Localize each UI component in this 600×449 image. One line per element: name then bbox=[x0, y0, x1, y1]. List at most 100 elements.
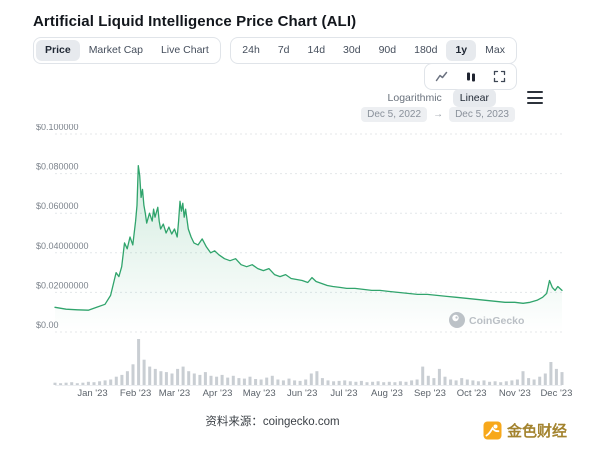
volume-bar bbox=[226, 377, 230, 385]
end-date[interactable]: Dec 5, 2023 bbox=[449, 107, 515, 122]
volume-bar bbox=[192, 373, 196, 385]
volume-bar bbox=[209, 375, 213, 385]
scale-logarithmic[interactable]: Logarithmic bbox=[387, 92, 442, 104]
volume-bar bbox=[504, 381, 508, 385]
range-24h[interactable]: 24h bbox=[233, 40, 269, 61]
y-axis-label: $0.04000000 bbox=[36, 241, 89, 251]
range-180d[interactable]: 180d bbox=[405, 40, 446, 61]
volume-bar bbox=[320, 378, 324, 385]
volume-bar bbox=[287, 378, 291, 385]
coingecko-watermark: CoinGecko bbox=[449, 312, 524, 328]
volume-bar bbox=[365, 382, 369, 385]
scale-linear[interactable]: Linear bbox=[452, 89, 496, 107]
fullscreen-icon[interactable] bbox=[485, 66, 514, 87]
x-axis-label: Apr '23 bbox=[203, 388, 233, 399]
volume-bar bbox=[164, 372, 168, 385]
x-axis-label: Jan '23 bbox=[77, 388, 107, 399]
volume-bar bbox=[521, 371, 525, 385]
price-chart[interactable]: $0.100000 $0.080000 $0.060000 $0.04000000 $0… bbox=[0, 124, 600, 404]
volume-bar bbox=[371, 381, 375, 385]
volume-bar bbox=[449, 379, 453, 385]
x-axis-label: Jun '23 bbox=[287, 388, 317, 399]
volume-bar bbox=[281, 380, 285, 385]
volume-bar bbox=[181, 366, 185, 385]
volume-bar bbox=[98, 381, 102, 385]
volume-bar bbox=[426, 375, 430, 385]
range-7d[interactable]: 7d bbox=[269, 40, 299, 61]
volume-bar bbox=[488, 381, 492, 385]
volume-bar bbox=[538, 376, 542, 385]
volume-bar bbox=[203, 372, 207, 385]
volume-bar bbox=[176, 368, 180, 385]
volume-bar bbox=[53, 382, 57, 385]
volume-bar bbox=[75, 383, 79, 385]
line-chart-icon[interactable] bbox=[427, 66, 456, 87]
volume-bar bbox=[137, 339, 141, 385]
x-axis-label: Mar '23 bbox=[159, 388, 190, 399]
golden-finance-icon bbox=[483, 421, 502, 440]
tab-live-chart[interactable]: Live Chart bbox=[152, 40, 218, 61]
volume-bar bbox=[248, 376, 252, 385]
volume-bar bbox=[532, 379, 536, 385]
volume-bar bbox=[332, 381, 336, 385]
scale-toggle: Logarithmic Linear bbox=[381, 89, 496, 107]
y-axis-label: $0.080000 bbox=[36, 162, 79, 172]
volume-bar bbox=[187, 371, 191, 385]
volume-bar bbox=[148, 366, 152, 385]
volume-bar bbox=[293, 380, 297, 385]
volume-bar bbox=[554, 368, 558, 385]
price-area bbox=[55, 165, 562, 332]
y-axis-label: $0.02000000 bbox=[36, 280, 89, 290]
volume-bar bbox=[493, 381, 497, 385]
y-axis-label: $0.00 bbox=[36, 320, 59, 330]
hamburger-menu-icon[interactable] bbox=[527, 91, 543, 104]
range-1y[interactable]: 1y bbox=[446, 40, 477, 61]
brand-logo: 金色财经 bbox=[483, 420, 567, 441]
volume-bar bbox=[304, 379, 308, 385]
x-axis-label: Aug '23 bbox=[371, 388, 403, 399]
tab-price[interactable]: Price bbox=[36, 40, 80, 61]
volume-bar bbox=[437, 368, 441, 385]
volume-bar bbox=[170, 373, 174, 385]
view-tab-group: Price Market Cap Live Chart bbox=[33, 37, 221, 64]
volume-bar bbox=[242, 378, 246, 385]
volume-bar bbox=[142, 359, 146, 385]
volume-bar bbox=[376, 381, 380, 385]
volume-bar bbox=[120, 374, 124, 385]
volume-bar bbox=[393, 382, 397, 385]
x-axis-label: Nov '23 bbox=[499, 388, 531, 399]
volume-bar bbox=[515, 379, 519, 385]
start-date[interactable]: Dec 5, 2022 bbox=[361, 107, 428, 122]
volume-bar bbox=[220, 374, 224, 385]
volume-bar bbox=[359, 380, 363, 385]
volume-bar bbox=[259, 379, 263, 385]
volume-bar bbox=[153, 368, 157, 385]
volume-bar bbox=[159, 371, 163, 385]
volume-bar bbox=[81, 382, 85, 385]
range-90d[interactable]: 90d bbox=[370, 40, 406, 61]
x-axis-label: Jul '23 bbox=[330, 388, 357, 399]
tab-market-cap[interactable]: Market Cap bbox=[80, 40, 152, 61]
volume-bar bbox=[64, 382, 68, 385]
range-14d[interactable]: 14d bbox=[299, 40, 335, 61]
volume-bar bbox=[114, 376, 118, 385]
volume-bar bbox=[543, 373, 547, 385]
range-max[interactable]: Max bbox=[476, 40, 514, 61]
volume-bar bbox=[215, 376, 219, 385]
x-axis-label: May '23 bbox=[243, 388, 276, 399]
chart-tool-group bbox=[424, 63, 517, 90]
volume-bar bbox=[432, 378, 436, 385]
volume-bar bbox=[460, 378, 464, 385]
page-title: Artificial Liquid Intelligence Price Cha… bbox=[33, 13, 357, 30]
brand-name: 金色财经 bbox=[506, 423, 567, 440]
range-tab-group: 24h 7d 14d 30d 90d 180d 1y Max bbox=[230, 37, 517, 64]
candlestick-icon[interactable] bbox=[456, 66, 485, 87]
volume-bar bbox=[270, 375, 274, 385]
range-30d[interactable]: 30d bbox=[334, 40, 370, 61]
x-axis-label: Dec '23 bbox=[540, 388, 572, 399]
volume-bar bbox=[421, 366, 425, 385]
volume-bar bbox=[454, 380, 458, 385]
volume-bar bbox=[131, 364, 135, 385]
volume-bar bbox=[276, 379, 280, 385]
